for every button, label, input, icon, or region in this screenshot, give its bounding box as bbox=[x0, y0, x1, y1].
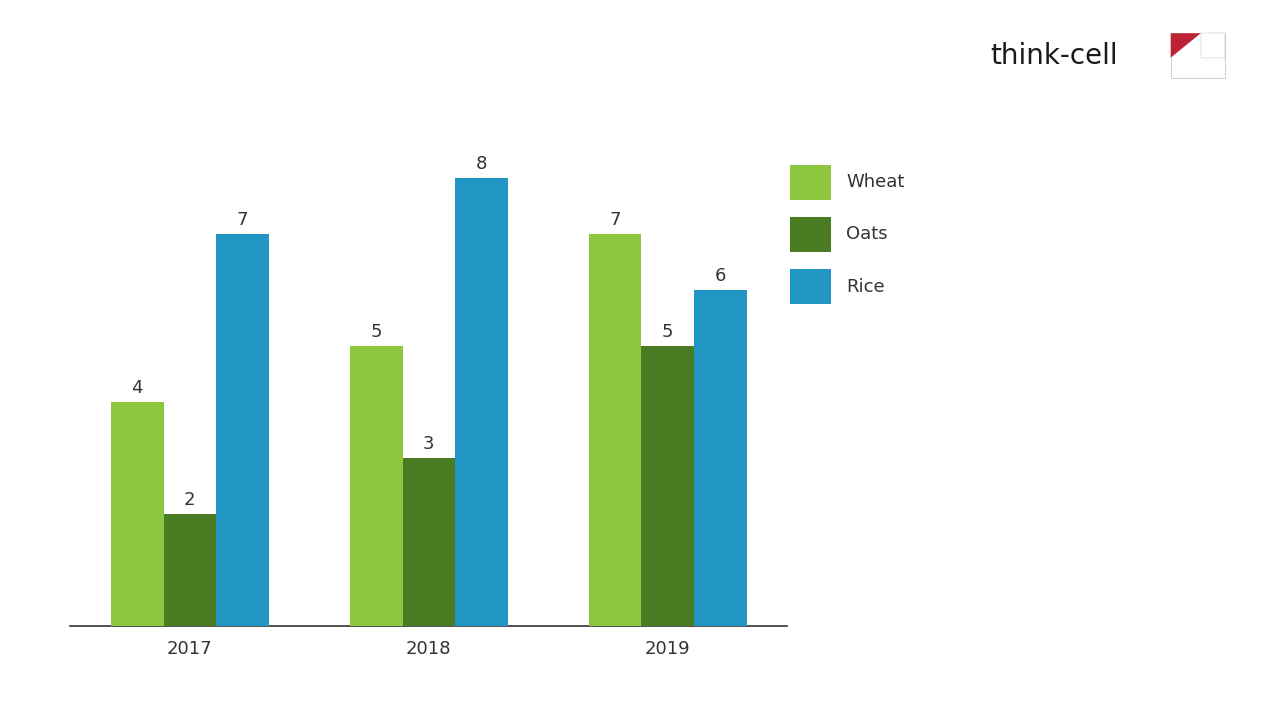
Text: Oats: Oats bbox=[846, 225, 888, 243]
Bar bbox=[164, 514, 216, 626]
Text: 5: 5 bbox=[662, 323, 673, 341]
FancyBboxPatch shape bbox=[1201, 33, 1225, 58]
Text: 8: 8 bbox=[476, 155, 488, 173]
Text: 4: 4 bbox=[132, 379, 143, 397]
Bar bbox=[456, 179, 508, 626]
Text: 5: 5 bbox=[370, 323, 381, 341]
FancyBboxPatch shape bbox=[790, 269, 831, 304]
Text: think-cell: think-cell bbox=[989, 42, 1117, 70]
Text: Wheat: Wheat bbox=[846, 173, 905, 191]
FancyBboxPatch shape bbox=[790, 217, 831, 252]
Bar bbox=[216, 235, 269, 626]
Text: 6: 6 bbox=[714, 267, 726, 285]
Bar bbox=[694, 290, 746, 626]
Bar bbox=[402, 459, 456, 626]
Polygon shape bbox=[1171, 33, 1201, 58]
Text: 3: 3 bbox=[424, 435, 434, 453]
FancyBboxPatch shape bbox=[790, 165, 831, 199]
Text: Clustered chart: Clustered chart bbox=[22, 44, 288, 73]
Bar bbox=[589, 235, 641, 626]
Text: 2: 2 bbox=[184, 491, 196, 509]
Text: Rice: Rice bbox=[846, 278, 884, 296]
Bar bbox=[349, 346, 402, 626]
Text: 7: 7 bbox=[237, 211, 248, 229]
Bar bbox=[641, 346, 694, 626]
Text: 7: 7 bbox=[609, 211, 621, 229]
Bar bbox=[111, 402, 164, 626]
FancyBboxPatch shape bbox=[1171, 33, 1225, 78]
